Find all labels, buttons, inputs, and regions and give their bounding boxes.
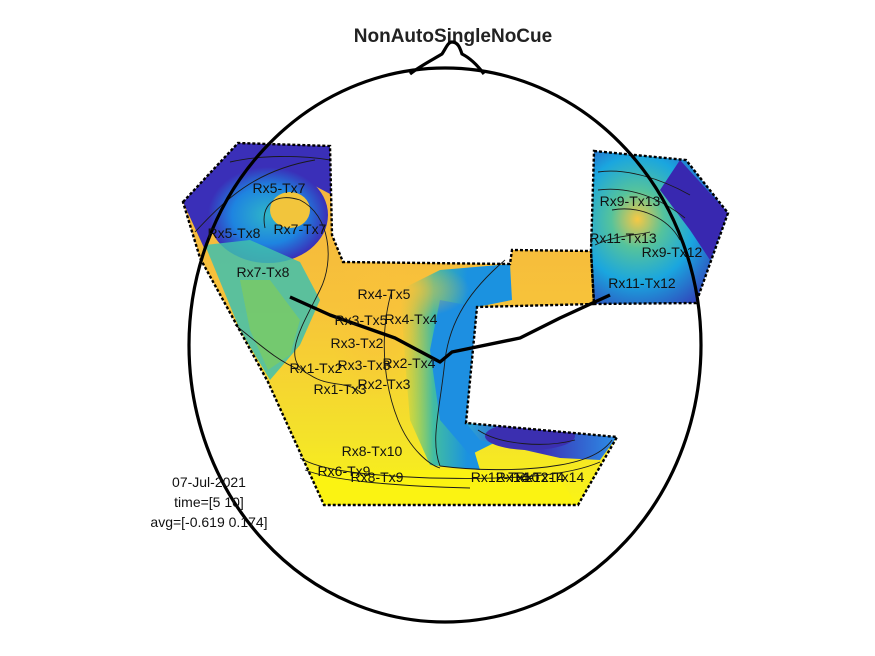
channel-label: Rx9-Tx12 xyxy=(642,244,703,260)
head-circle xyxy=(187,66,703,624)
channel-label: Rx3-Tx2 xyxy=(331,335,384,351)
contour-lines xyxy=(194,156,691,489)
channel-label: Rx2-Tx3 xyxy=(358,376,411,392)
channel-labels: Rx5-Tx7 Rx5-Tx8 Rx7-Tx7 Rx7-Tx8 Rx4-Tx5 Rx3-T… xyxy=(208,180,703,485)
channel-label: Rx11-Tx12 xyxy=(608,275,676,291)
channel-label: Rx8-Tx10 xyxy=(342,443,403,459)
info-date: 07-Jul-2021 xyxy=(172,474,246,490)
channel-label: Rx11-Tx13 xyxy=(589,230,657,246)
channel-label: Rx3-Tx3 xyxy=(338,357,391,373)
region-outline-left xyxy=(181,141,619,507)
channel-label: Rx9-Tx13 xyxy=(600,193,661,209)
channel-label: Rx4-Tx5 xyxy=(358,286,411,302)
chart-title: NonAutoSingleNoCue xyxy=(354,26,552,47)
channel-label: Rx2-Tx4 xyxy=(383,355,436,371)
info-avg: avg=[-0.619 0.174] xyxy=(150,514,267,530)
channel-label: Rx5-Tx7 xyxy=(253,180,306,196)
head-outline xyxy=(187,40,703,624)
region-outlines xyxy=(181,141,730,507)
region-outline-right xyxy=(589,149,730,306)
channel-label: Rx14-Tx14 xyxy=(496,469,565,485)
channel-label: Rx6-Tx9 xyxy=(318,463,371,479)
channel-label: Rx1-Tx2 xyxy=(290,360,343,376)
channel-label: Rx12-Tx14 xyxy=(516,469,585,485)
info-block: 07-Jul-2021 time=[5 10] avg=[-0.619 0.17… xyxy=(150,474,267,530)
channel-label: Rx7-Tx7 xyxy=(274,221,327,237)
channel-label: Rx7-Tx8 xyxy=(237,264,290,280)
channel-label: Rx3-Tx5 xyxy=(335,312,388,328)
channel-label: Rx4-Tx4 xyxy=(385,311,438,327)
channel-label: Rx12-Tx10 xyxy=(471,469,540,485)
channel-label: Rx1-Tx3 xyxy=(314,381,367,397)
info-time: time=[5 10] xyxy=(174,494,244,510)
channel-label: Rx8-Tx9 xyxy=(351,469,404,485)
nose-outline xyxy=(409,40,486,76)
sulcus-trace-line xyxy=(289,293,611,364)
channel-label: Rx5-Tx8 xyxy=(208,225,261,241)
